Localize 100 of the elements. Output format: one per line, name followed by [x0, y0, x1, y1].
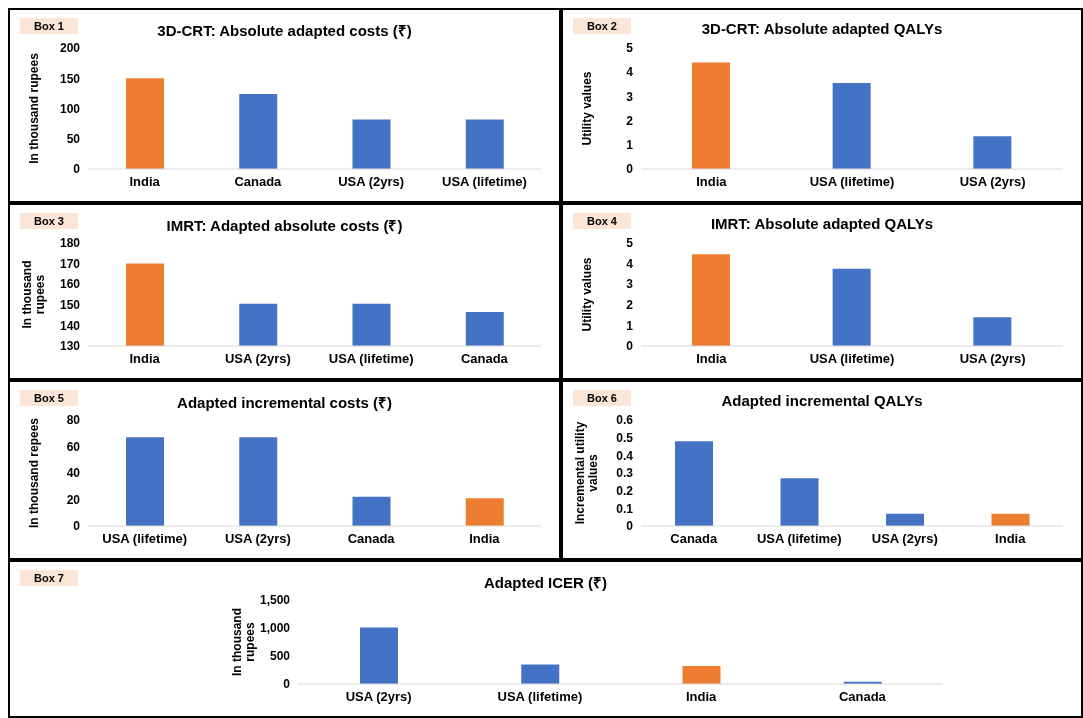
y-tick-label: 1: [626, 138, 634, 153]
x-tick-label: USA (lifetime): [809, 174, 895, 190]
chart-title: Adapted ICER (₹): [483, 574, 608, 591]
chart-title: IMRT: Absolute adapted QALYs: [710, 215, 934, 232]
y-tick-label: 3: [626, 89, 634, 104]
x-tick-label: Canada: [670, 531, 718, 547]
x-tick-label: USA (2yrs): [224, 351, 291, 367]
y-tick-label: 4: [626, 65, 634, 80]
y-tick-label: 3: [626, 277, 634, 292]
y-tick-label: 1,500: [259, 593, 291, 608]
y-tick-label: 20: [66, 492, 81, 507]
bar: [780, 478, 819, 526]
y-axis-title: Utility values: [580, 71, 594, 146]
x-tick-label: India: [995, 531, 1027, 547]
bar: [465, 498, 504, 526]
y-tick-label: 1,000: [259, 621, 291, 636]
bar: [126, 437, 164, 526]
y-axis-title: Utility values: [580, 257, 594, 332]
y-tick-label: 130: [59, 339, 81, 354]
y-tick-label: 500: [269, 649, 291, 664]
x-tick-label: India: [696, 351, 728, 367]
y-tick-label: 0.5: [616, 430, 634, 445]
y-tick-label: 0.3: [616, 466, 634, 481]
x-tick-label: USA (lifetime): [756, 531, 842, 547]
y-tick-label: 200: [59, 41, 81, 56]
y-axis-title: In thousand rupees: [27, 52, 41, 164]
y-tick-label: 0.4: [616, 448, 634, 463]
bar: [352, 496, 391, 526]
y-tick-label: 2: [626, 298, 634, 313]
y-tick-label: 0: [626, 519, 634, 534]
y-axis-title: Incremental utility values: [573, 421, 600, 525]
text: Box 4: [573, 213, 631, 229]
text: Box 7: [20, 570, 78, 586]
y-tick-label: 100: [59, 101, 81, 116]
x-tick-label: USA (2yrs): [345, 689, 412, 705]
bar: [360, 627, 398, 684]
bar: [832, 83, 871, 169]
chart-title: Adapted incremental costs (₹): [177, 394, 392, 411]
bar: [126, 78, 164, 169]
x-tick-label: Canada: [347, 531, 396, 547]
y-tick-label: 0: [73, 162, 81, 177]
x-tick-label: Canada: [460, 351, 509, 367]
bar: [239, 437, 278, 526]
y-tick-label: 150: [59, 298, 81, 313]
y-tick-label: 0.1: [616, 501, 634, 516]
x-tick-label: USA (2yrs): [224, 531, 291, 547]
y-tick-label: 1: [626, 318, 634, 333]
chart-title: IMRT: Adapted absolute costs (₹): [166, 217, 403, 234]
bar: [832, 268, 871, 346]
y-tick-label: 140: [59, 318, 81, 333]
bar: [973, 317, 1012, 346]
x-tick-label: USA (2yrs): [959, 351, 1026, 367]
x-tick-label: India: [129, 174, 161, 190]
y-tick-label: 40: [66, 466, 81, 481]
y-axis-title: In thousand rupees: [20, 260, 47, 329]
y-tick-label: 180: [59, 236, 81, 251]
y-tick-label: 0: [73, 519, 81, 534]
x-tick-label: India: [685, 689, 718, 705]
x-tick-label: USA (lifetime): [809, 351, 895, 367]
y-tick-label: 5: [626, 236, 634, 251]
text: Box 5: [20, 390, 78, 406]
y-tick-label: 150: [59, 71, 81, 86]
bar: [692, 254, 730, 346]
chart-title: Adapted incremental QALYs: [721, 392, 923, 409]
y-tick-label: 0: [283, 677, 291, 692]
y-tick-label: 0: [626, 162, 634, 177]
x-tick-label: USA (2yrs): [338, 174, 405, 190]
text: Box 6: [573, 390, 631, 406]
text: Box 2: [573, 18, 631, 34]
chart-title: 3D-CRT: Absolute adapted costs (₹): [157, 22, 412, 39]
bar: [973, 136, 1012, 169]
bar: [692, 62, 730, 169]
bar: [675, 441, 713, 526]
y-tick-label: 170: [59, 256, 81, 271]
x-tick-label: USA (lifetime): [497, 689, 583, 705]
y-tick-label: 160: [59, 277, 81, 292]
x-tick-label: USA (lifetime): [328, 351, 414, 367]
x-tick-label: India: [469, 531, 501, 547]
text: Box 3: [20, 213, 78, 229]
y-tick-label: 5: [626, 41, 634, 56]
y-axis-title: In thousand rupees: [230, 608, 257, 676]
x-tick-label: USA (lifetime): [442, 174, 527, 190]
y-axis-title: In thousand repees: [27, 417, 41, 529]
x-tick-label: Canada: [234, 174, 283, 190]
y-tick-label: 50: [66, 132, 81, 147]
bar: [352, 119, 391, 169]
bar: [239, 93, 278, 169]
y-tick-label: 60: [66, 439, 81, 454]
bar: [682, 666, 721, 684]
y-tick-label: 0.6: [616, 413, 634, 428]
y-tick-label: 4: [626, 256, 634, 271]
x-tick-label: India: [129, 351, 161, 367]
x-tick-label: USA (2yrs): [959, 174, 1026, 190]
text: Box 1: [20, 18, 78, 34]
x-tick-label: USA (lifetime): [102, 531, 187, 547]
y-tick-label: 2: [626, 113, 634, 128]
x-tick-label: USA (2yrs): [871, 531, 938, 547]
y-tick-label: 0: [626, 339, 634, 354]
x-tick-label: Canada: [838, 689, 887, 705]
x-tick-label: India: [696, 174, 728, 190]
